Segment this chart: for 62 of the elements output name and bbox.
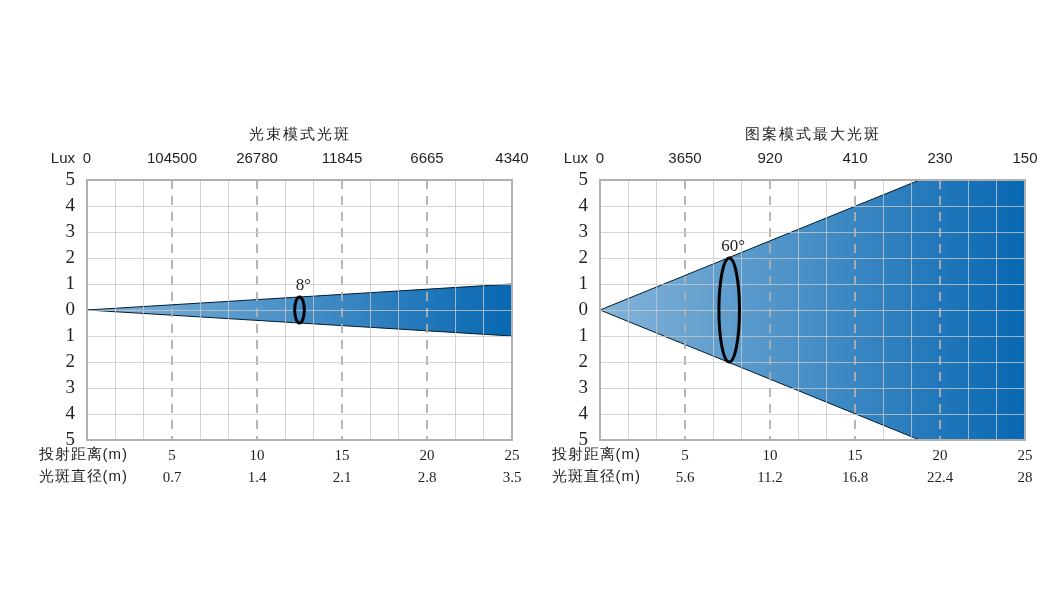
- y-tick-label: 3: [578, 375, 588, 397]
- x2-tick-label: 0.7: [162, 468, 182, 485]
- y-tick-label: 3: [65, 375, 75, 397]
- text: 410: [842, 148, 868, 166]
- text: 150: [1012, 148, 1038, 166]
- text: 4340: [495, 148, 529, 166]
- x-tick-label: 10: [762, 446, 778, 463]
- y-tick-label: 4: [578, 401, 589, 423]
- x-axis-title: 投射距离(m): [37, 444, 128, 462]
- text: 0: [595, 148, 605, 166]
- y-tick-label: 1: [578, 323, 588, 345]
- text: 920: [757, 148, 783, 166]
- text: 3650: [668, 148, 702, 166]
- x-tick-label: 10: [249, 446, 265, 463]
- y-tick-label: 2: [65, 245, 75, 267]
- text: 6665: [410, 148, 444, 166]
- x2-tick-label: 11.2: [757, 468, 783, 485]
- text: Lux: [563, 148, 589, 166]
- x-tick-label: 20: [419, 446, 435, 463]
- chart-title: 光束模式光斑: [248, 125, 351, 143]
- y-tick-label: 5: [65, 167, 75, 189]
- x2-tick-label: 2.8: [417, 468, 437, 485]
- x2-tick-label: 28: [1017, 468, 1033, 485]
- y-tick-label: 4: [578, 193, 589, 215]
- x-tick-label: 5: [681, 446, 689, 463]
- x-tick-label: 15: [847, 446, 863, 463]
- x2-tick-label: 5.6: [675, 468, 695, 485]
- text: 0: [82, 148, 92, 166]
- x2-tick-label: 16.8: [841, 468, 869, 485]
- y-tick-label: 1: [578, 271, 588, 293]
- y-tick-label: 1: [65, 271, 75, 293]
- y-tick-label: 4: [65, 193, 76, 215]
- text: 11845: [321, 148, 363, 166]
- text: 230: [927, 148, 953, 166]
- x2-tick-label: 3.5: [502, 468, 522, 485]
- x-tick-label: 20: [932, 446, 948, 463]
- y-tick-label: 2: [578, 349, 588, 371]
- x2-tick-label: 22.4: [926, 468, 954, 485]
- y-tick-label: 1: [65, 323, 75, 345]
- y-tick-label: 0: [578, 297, 588, 319]
- x2-axis-title: 光斑直径(m): [38, 466, 128, 484]
- x2-tick-label: 2.1: [332, 468, 352, 485]
- x-tick-label: 15: [334, 446, 350, 463]
- y-tick-label: 0: [65, 297, 75, 319]
- x-tick-label: 25: [504, 446, 520, 463]
- y-tick-label: 2: [65, 349, 75, 371]
- x2-tick-label: 1.4: [247, 468, 267, 485]
- text: 104500: [146, 148, 198, 166]
- x-axis-title: 投射距离(m): [550, 444, 641, 462]
- y-tick-label: 3: [65, 219, 75, 241]
- x-tick-label: 5: [168, 446, 176, 463]
- x2-axis-title: 光斑直径(m): [551, 466, 641, 484]
- y-tick-label: 2: [578, 245, 588, 267]
- annotation: 60°: [721, 235, 746, 255]
- y-tick-label: 5: [578, 167, 588, 189]
- annotation: 8°: [295, 274, 312, 294]
- x-tick-label: 25: [1017, 446, 1033, 463]
- chart-title: 图案模式最大光斑: [744, 125, 881, 143]
- text: 26780: [236, 148, 278, 166]
- y-tick-label: 3: [578, 219, 588, 241]
- text: Lux: [50, 148, 76, 166]
- y-tick-label: 4: [65, 401, 76, 423]
